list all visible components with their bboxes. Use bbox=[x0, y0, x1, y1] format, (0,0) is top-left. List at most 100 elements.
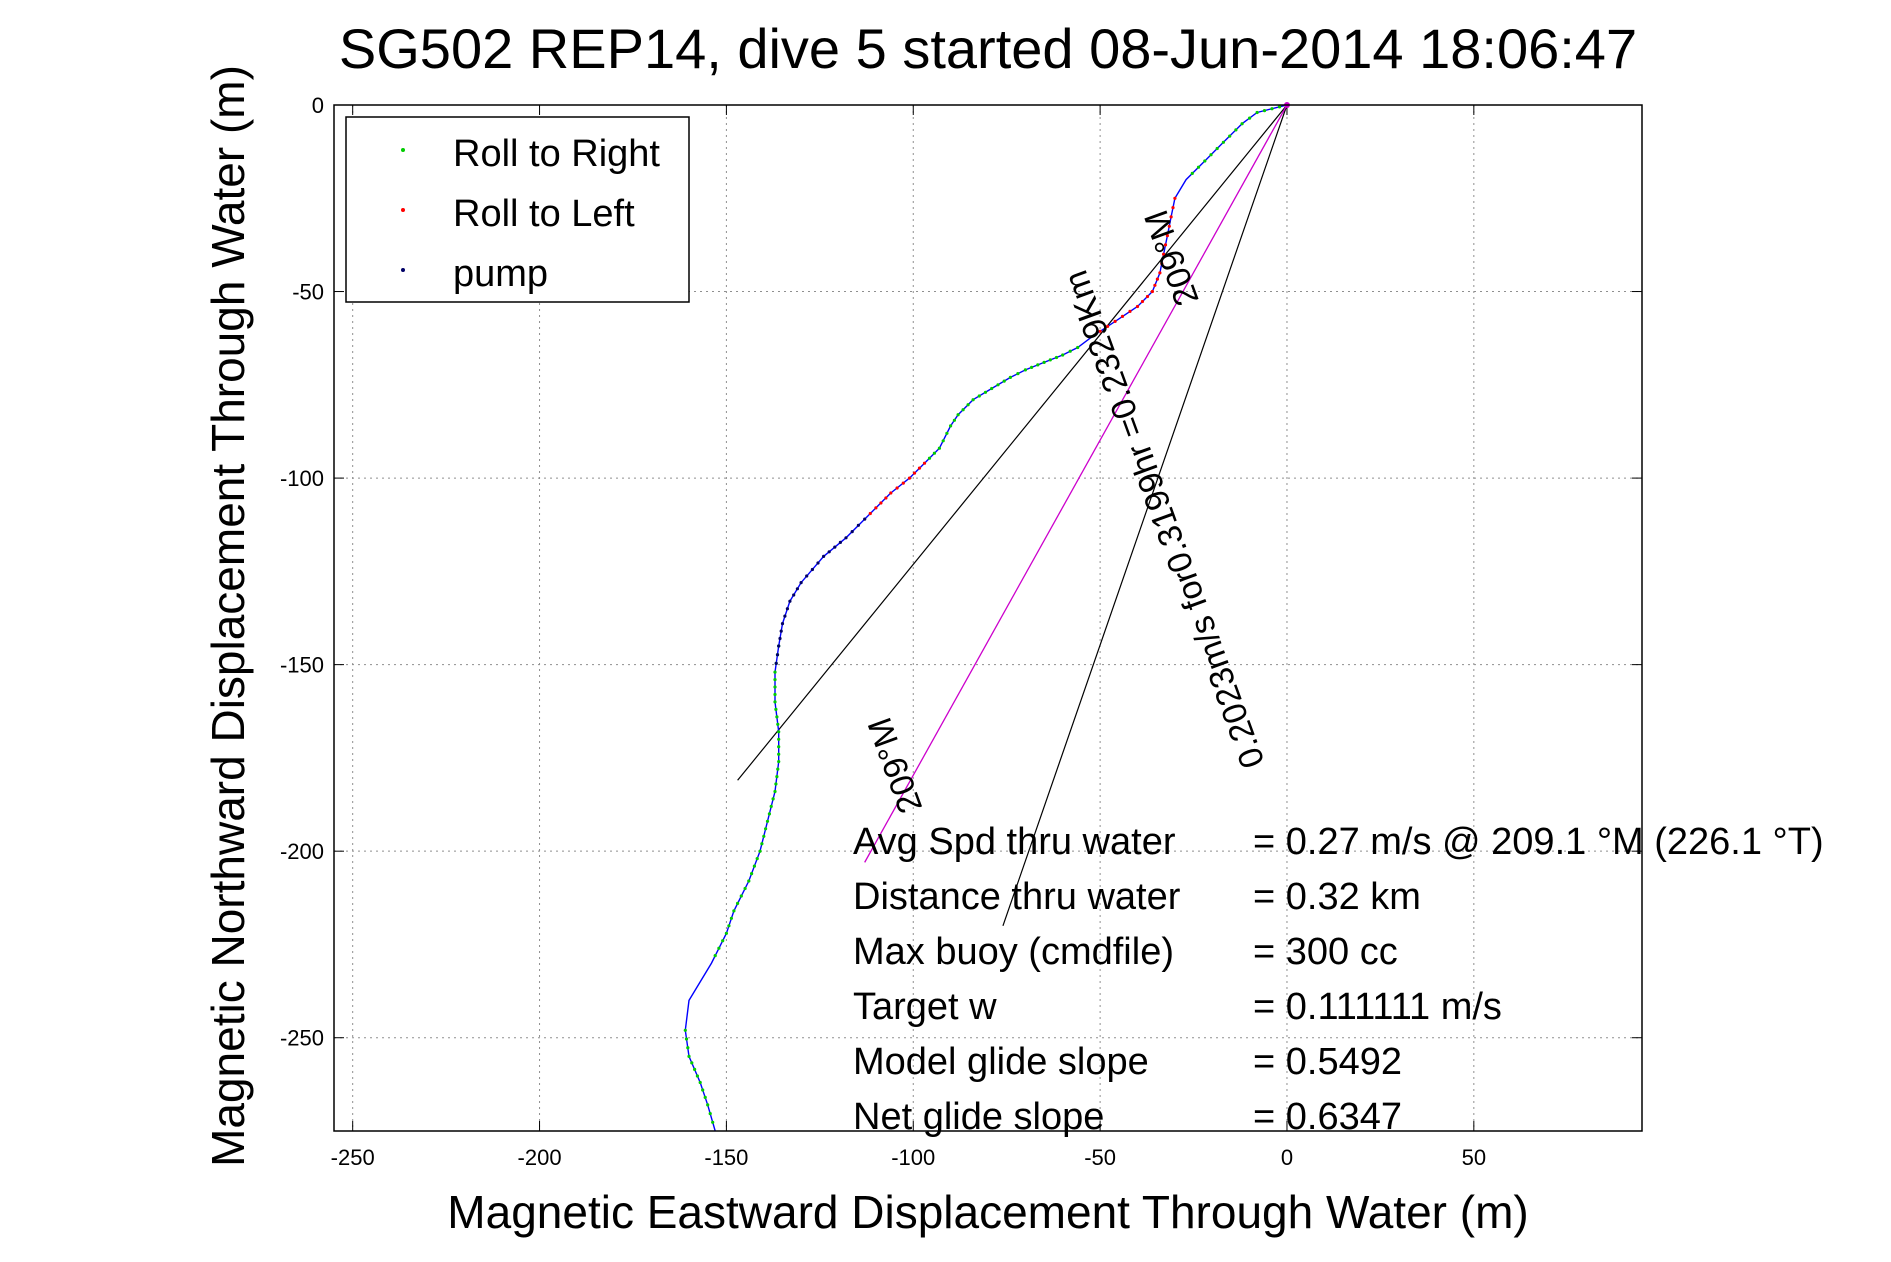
pump-point bbox=[792, 593, 796, 597]
roll-right-point bbox=[776, 722, 780, 726]
roll-left-point bbox=[1163, 243, 1168, 247]
roll-right-point bbox=[732, 909, 736, 913]
stat-value: = 0.111111 m/s bbox=[1253, 986, 1502, 1028]
roll-right-point bbox=[1255, 110, 1259, 115]
roll-right-point bbox=[1196, 165, 1201, 169]
roll-left-point bbox=[1098, 329, 1102, 333]
roll-right-point bbox=[956, 413, 960, 417]
roll-left-point bbox=[912, 471, 917, 475]
pump-point bbox=[844, 536, 848, 540]
roll-right-point bbox=[776, 767, 780, 771]
roll-right-point bbox=[724, 931, 729, 935]
roll-left-point bbox=[922, 461, 927, 465]
pump-point bbox=[838, 540, 843, 545]
roll-right-point bbox=[961, 408, 965, 412]
pump-point bbox=[856, 523, 861, 527]
x-tick-label: -100 bbox=[891, 1145, 935, 1170]
x-axis-label: Magnetic Eastward Displacement Through W… bbox=[447, 1186, 1528, 1238]
roll-right-point bbox=[743, 886, 747, 891]
pump-point bbox=[780, 622, 785, 626]
roll-left-point bbox=[1167, 224, 1171, 228]
roll-right-point bbox=[774, 707, 778, 712]
roll-left-point bbox=[895, 486, 899, 490]
pump-point bbox=[827, 550, 831, 554]
x-tick-label: 0 bbox=[1281, 1145, 1293, 1170]
legend: Roll to Right Roll to Left pump bbox=[345, 116, 690, 303]
roll-right-point bbox=[773, 692, 777, 697]
dive-statistics: Avg Spd thru water = 0.27 m/s @ 209.1 °M … bbox=[853, 821, 1824, 1138]
roll-right-point bbox=[701, 1088, 705, 1092]
roll-right-point bbox=[765, 819, 770, 823]
x-tick-labels: -250 -200 -150 -100 -50 0 50 bbox=[331, 1145, 1486, 1170]
roll-left-point bbox=[917, 466, 922, 470]
roll-right-point bbox=[727, 924, 731, 928]
stat-value: = 0.32 km bbox=[1253, 876, 1421, 918]
roll-left-point bbox=[1135, 304, 1140, 309]
pump-point bbox=[788, 599, 792, 603]
roll-right-point bbox=[773, 678, 777, 682]
roll-right-point bbox=[690, 1061, 694, 1065]
roll-left-point bbox=[1173, 196, 1177, 200]
roll-right-point bbox=[932, 451, 937, 455]
roll-right-point bbox=[966, 403, 970, 407]
roll-left-point bbox=[901, 481, 905, 485]
plot-area-frame bbox=[333, 104, 1643, 1132]
roll-left-point bbox=[1120, 314, 1125, 318]
roll-right-point bbox=[1228, 134, 1232, 138]
roll-right-point bbox=[760, 842, 764, 846]
roll-right-point bbox=[1023, 368, 1027, 372]
roll-right-point bbox=[1203, 159, 1207, 163]
roll-right-point bbox=[1221, 140, 1225, 144]
roll-right-point bbox=[1270, 107, 1274, 111]
roll-right-point bbox=[711, 1120, 715, 1124]
legend-label: Roll to Left bbox=[453, 193, 635, 235]
y-tick-label: 0 bbox=[312, 93, 324, 118]
legend-label: Roll to Right bbox=[453, 133, 660, 175]
pump-point bbox=[783, 614, 787, 618]
roll-right-point bbox=[717, 946, 721, 950]
stat-label: Net glide slope bbox=[853, 1096, 1104, 1138]
roll-right-point bbox=[1002, 379, 1006, 383]
stat-value: = 300 cc bbox=[1253, 931, 1398, 973]
legend-items: Roll to Right Roll to Left pump bbox=[401, 133, 660, 295]
roll-left-point bbox=[1162, 252, 1166, 256]
roll-left-point bbox=[1128, 309, 1132, 313]
roll-right-point bbox=[983, 390, 988, 394]
roll-right-point bbox=[686, 1046, 690, 1050]
mean-heading-vector bbox=[864, 104, 1288, 863]
track-series bbox=[683, 102, 1290, 1132]
roll-right-point bbox=[755, 857, 759, 861]
stat-value: = 0.5492 bbox=[1253, 1041, 1402, 1083]
pump-point bbox=[795, 587, 800, 591]
stat-label: Target w bbox=[853, 986, 997, 1028]
legend-marker bbox=[401, 208, 405, 212]
pump-point bbox=[775, 653, 780, 657]
pump-point bbox=[850, 530, 854, 534]
roll-left-point bbox=[1150, 289, 1154, 294]
roll-right-point bbox=[996, 383, 1000, 387]
roll-right-point bbox=[773, 789, 777, 794]
stat-label: Avg Spd thru water bbox=[853, 821, 1176, 863]
roll-left-point bbox=[1158, 271, 1162, 275]
stat-label: Model glide slope bbox=[853, 1041, 1149, 1083]
x-tick-label: 50 bbox=[1462, 1145, 1486, 1170]
roll-right-point bbox=[750, 872, 754, 876]
roll-right-point bbox=[777, 737, 781, 741]
roll-right-point bbox=[1190, 171, 1194, 175]
roll-right-point bbox=[721, 939, 725, 943]
roll-right-point bbox=[945, 431, 949, 435]
y-tick-labels: 0 -50 -100 -150 -200 -250 bbox=[280, 93, 324, 1051]
roll-right-point bbox=[775, 715, 779, 719]
roll-right-point bbox=[693, 1067, 697, 1071]
roll-right-point bbox=[971, 398, 975, 402]
roll-right-point bbox=[683, 1028, 687, 1032]
stat-value: = 0.6347 bbox=[1253, 1096, 1402, 1138]
roll-right-point bbox=[703, 1095, 707, 1099]
roll-right-point bbox=[949, 424, 953, 428]
roll-right-point bbox=[774, 782, 778, 786]
heading-cone-lines bbox=[737, 104, 1288, 926]
roll-right-point bbox=[1042, 360, 1046, 364]
roll-right-point bbox=[767, 812, 772, 816]
roll-right-point bbox=[1068, 349, 1072, 353]
roll-left-point bbox=[868, 511, 872, 516]
